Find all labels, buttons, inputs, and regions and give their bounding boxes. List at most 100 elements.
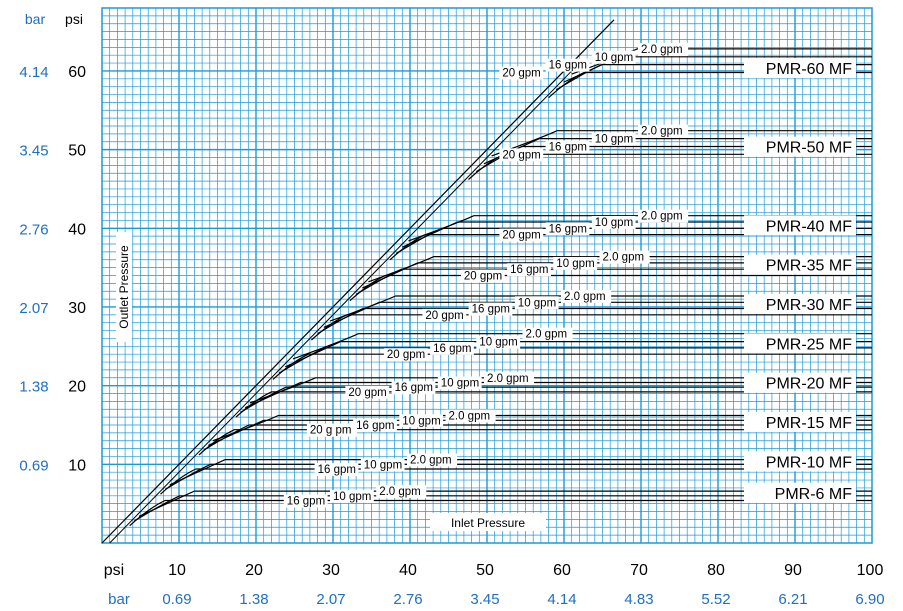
x-tick-psi: 70 <box>630 562 648 579</box>
model-label-bg <box>744 372 856 393</box>
y-tick-psi: 10 <box>68 457 86 474</box>
flow-label-bg <box>499 148 544 162</box>
flow-label-bg <box>445 409 496 423</box>
curve-labels: PMR-6 MF 2.0 gpm 10 gpm 16 gpm PMR-10 MF 2.0 … <box>283 42 856 508</box>
flow-label: 10 gpm <box>556 258 594 270</box>
y-tick-psi: 40 <box>68 221 86 238</box>
regulator-curve <box>240 386 872 413</box>
flow-label: 16 gpm <box>356 420 394 432</box>
y-axis-title: Outlet Pressure <box>116 232 132 342</box>
flow-label-bg <box>306 423 357 437</box>
y-axis-label: Outlet Pressure <box>117 245 131 329</box>
flow-label-bg <box>522 327 573 341</box>
flow-label: 2.0 gpm <box>564 291 606 303</box>
flow-label: 10 gpm <box>479 337 517 349</box>
x-tick-psi: 20 <box>245 562 263 579</box>
flow-label-bg <box>283 494 328 508</box>
flow-label: 2.0 gpm <box>641 211 683 223</box>
flow-label-bg <box>360 458 405 472</box>
flow-label-bg <box>561 289 612 303</box>
regulator-curve <box>208 419 872 446</box>
regulator-curve <box>244 381 872 409</box>
model-label-bg <box>744 482 856 503</box>
flow-label: 10 gpm <box>402 415 440 427</box>
model-label-bg <box>744 215 856 236</box>
flow-label: 2.0 gpm <box>603 252 645 264</box>
x-tick-bar: 6.90 <box>855 591 884 608</box>
model-label: PMR-15 MF <box>766 415 852 432</box>
regulator-curve <box>349 274 872 302</box>
x-tick-bar: 3.45 <box>470 591 499 608</box>
x-tick-psi: 40 <box>399 562 417 579</box>
y-tick-psi: 60 <box>68 64 86 81</box>
flow-label: 20 g pm <box>310 425 352 437</box>
y-tick-bar: 2.07 <box>19 300 48 317</box>
y-unit-bar: bar <box>25 11 46 27</box>
x-unit-bar: bar <box>108 591 130 608</box>
flow-label: 2.0 gpm <box>526 329 568 341</box>
axes: bar psi psi bar 10 0.69 20 1.38 30 2.07 40 2.76… <box>19 11 884 608</box>
flow-label: 16 gpm <box>318 464 356 476</box>
flow-label: 16 gpm <box>433 343 471 355</box>
x-axis-title: Inlet Pressure <box>430 513 546 531</box>
regulator-curve <box>160 468 872 495</box>
model-label: PMR-50 MF <box>766 140 852 157</box>
flow-label-bg <box>476 335 521 349</box>
flow-label: 2.0 gpm <box>379 486 421 498</box>
model-label-bg <box>744 451 856 472</box>
flow-label-bg <box>599 250 650 264</box>
regulator-curve <box>389 234 872 261</box>
flow-label-bg <box>591 132 636 146</box>
flow-label: 10 gpm <box>333 491 371 503</box>
model-label: PMR-6 MF <box>775 486 853 503</box>
model-label-bg <box>744 411 856 432</box>
flow-label: 20 gpm <box>348 387 386 399</box>
model-label-bg <box>744 136 856 157</box>
x-tick-bar: 2.07 <box>316 591 345 608</box>
flow-label-bg <box>383 348 428 362</box>
flow-label-bg <box>376 485 427 499</box>
flow-label-bg <box>638 124 689 138</box>
regulator-curve <box>169 459 872 486</box>
y-tick-bar: 0.69 <box>19 457 48 474</box>
flow-label: 16 gpm <box>549 141 587 153</box>
flow-label: 10 gpm <box>595 52 633 64</box>
x-unit-psi: psi <box>104 562 124 579</box>
flow-label-bg <box>422 308 467 322</box>
diagonal-line <box>101 19 615 544</box>
regulator-curve <box>292 333 872 360</box>
y-tick-psi: 20 <box>68 379 86 396</box>
model-label-bg <box>744 293 856 314</box>
flow-label-bg <box>353 418 397 432</box>
regulator-curve <box>198 429 872 456</box>
flow-label-bg <box>437 376 482 390</box>
model-label: PMR-40 MF <box>766 218 852 235</box>
flow-label: 10 gpm <box>518 297 556 309</box>
regulator-curve <box>164 463 872 491</box>
flow-label-bg <box>507 263 551 277</box>
model-label: PMR-25 MF <box>766 336 852 353</box>
flow-label-bg <box>430 341 474 355</box>
flow-label: 20 gpm <box>502 149 540 161</box>
flow-label-bg <box>468 302 513 316</box>
regulator-curve <box>548 71 872 99</box>
flow-label-bg <box>545 222 590 236</box>
flow-label: 2.0 gpm <box>410 455 452 467</box>
flow-label-bg <box>638 209 689 223</box>
regulator-curve <box>138 490 872 517</box>
flow-label-bg <box>460 269 505 283</box>
x-tick-psi: 60 <box>553 562 571 579</box>
regulator-curve <box>310 314 872 341</box>
regulator-curve <box>203 424 872 451</box>
regulator-curve <box>133 495 872 522</box>
model-label: PMR-60 MF <box>766 61 852 78</box>
flow-label: 2.0 gpm <box>449 411 491 423</box>
flow-label-bg <box>638 42 689 56</box>
y-tick-psi: 30 <box>68 300 86 317</box>
flow-label-bg <box>514 296 559 310</box>
x-tick-psi: 30 <box>322 562 340 579</box>
flow-label: 10 gpm <box>364 459 402 471</box>
flow-label-bg <box>591 50 636 64</box>
flow-label-bg <box>545 58 590 72</box>
